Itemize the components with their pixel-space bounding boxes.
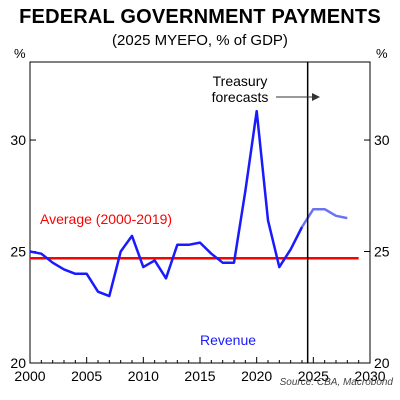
x-tick-label: 2005	[71, 368, 102, 384]
x-tick-label: 2010	[128, 368, 159, 384]
y-tick-label-right: 20	[374, 355, 390, 371]
annotation-arrow-head	[312, 93, 320, 101]
revenue-series-line	[29, 109, 304, 298]
chart-subtitle: (2025 MYEFO, % of GDP)	[112, 32, 288, 49]
y-tick-label-right: 25	[374, 244, 390, 260]
y-tick-label-left: 25	[10, 244, 26, 260]
annotation-line2: forecasts	[212, 89, 269, 105]
x-tick-label: 2030	[354, 368, 385, 384]
forecast-series-line	[300, 207, 348, 228]
y-unit-right: %	[376, 46, 388, 61]
revenue-series-label: Revenue	[200, 332, 256, 348]
x-tick-label: 2015	[184, 368, 215, 384]
x-tick-label: 2000	[14, 368, 45, 384]
average-label: Average (2000-2019)	[40, 211, 172, 227]
x-tick-label: 2025	[298, 368, 329, 384]
chart-title: FEDERAL GOVERNMENT PAYMENTS	[19, 6, 381, 28]
y-tick-label-left: 20	[10, 355, 26, 371]
source-note: Source: CBA, Macrobond	[280, 377, 394, 388]
x-tick-label: 2020	[241, 368, 272, 384]
y-unit-left: %	[14, 46, 26, 61]
y-tick-label-left: 30	[10, 132, 26, 148]
annotation-line1: Treasury	[213, 73, 268, 89]
y-tick-label-right: 30	[374, 132, 390, 148]
